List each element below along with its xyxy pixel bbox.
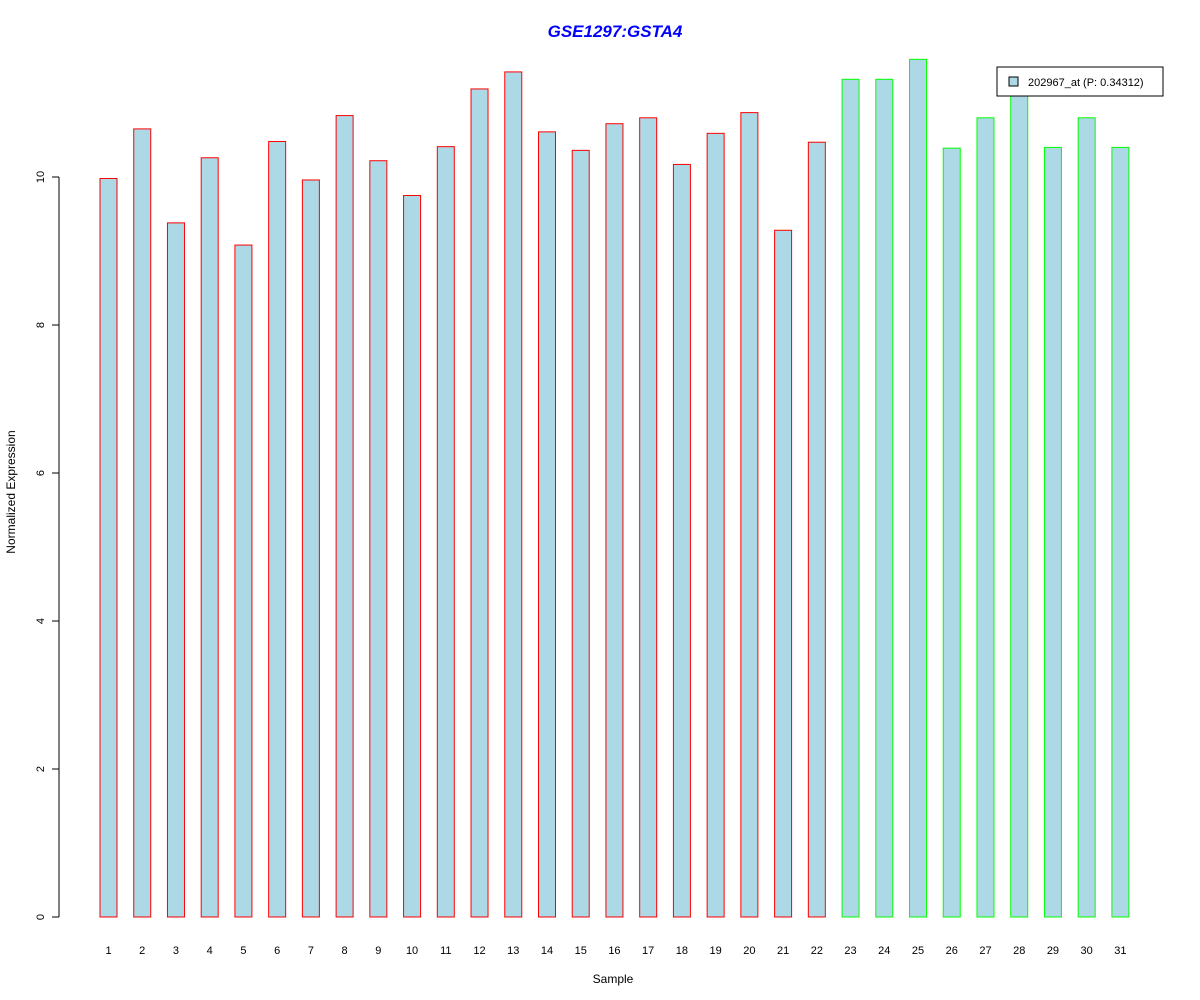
bar-sample-20 bbox=[740, 112, 759, 918]
x-tick-label: 22 bbox=[811, 945, 823, 957]
x-tick-label: 15 bbox=[575, 945, 587, 957]
bar-sample-19 bbox=[706, 132, 725, 918]
x-tick-label: 21 bbox=[777, 945, 789, 957]
legend: 202967_at (P: 0.34312) bbox=[996, 66, 1164, 97]
bar-sample-8 bbox=[335, 115, 354, 918]
bar-sample-9 bbox=[369, 160, 388, 918]
x-tick-label: 23 bbox=[844, 945, 856, 957]
x-tick-label: 24 bbox=[878, 945, 890, 957]
y-tick-label: 10 bbox=[35, 171, 47, 183]
x-tick-label: 4 bbox=[207, 945, 213, 957]
x-tick-label: 8 bbox=[342, 945, 348, 957]
x-tick-label: 29 bbox=[1047, 945, 1059, 957]
x-tick-label: 10 bbox=[406, 945, 418, 957]
x-tick-label: 27 bbox=[979, 945, 991, 957]
bar-sample-23 bbox=[841, 78, 860, 918]
bar-sample-3 bbox=[166, 222, 185, 918]
x-tick-label: 20 bbox=[743, 945, 755, 957]
bar-sample-31 bbox=[1111, 146, 1130, 918]
y-ticks: 0 2 4 6 8 10 bbox=[35, 171, 59, 920]
y-axis-label: Normalized Expression bbox=[4, 430, 18, 553]
x-tick-label: 3 bbox=[173, 945, 179, 957]
bar-sample-29 bbox=[1043, 146, 1062, 918]
x-axis-label: Sample bbox=[593, 972, 634, 986]
x-tick-label: 13 bbox=[507, 945, 519, 957]
x-tick-label: 9 bbox=[375, 945, 381, 957]
bar-sample-24 bbox=[875, 78, 894, 918]
x-tick-label: 6 bbox=[274, 945, 280, 957]
x-tick-label: 5 bbox=[240, 945, 246, 957]
bar-sample-12 bbox=[470, 88, 489, 918]
bar-sample-14 bbox=[537, 131, 556, 918]
bar-sample-10 bbox=[403, 195, 422, 918]
bar-sample-6 bbox=[268, 140, 287, 918]
bar-sample-21 bbox=[774, 229, 793, 918]
legend-label: 202967_at (P: 0.34312) bbox=[1028, 77, 1144, 89]
bar-sample-7 bbox=[301, 179, 320, 918]
bar-sample-5 bbox=[234, 244, 253, 918]
y-tick-label: 8 bbox=[35, 322, 47, 328]
legend-swatch bbox=[1008, 76, 1019, 87]
x-tick-label: 11 bbox=[440, 945, 451, 957]
bar-sample-1 bbox=[99, 177, 118, 918]
x-tick-label: 16 bbox=[608, 945, 620, 957]
bar-sample-2 bbox=[133, 128, 152, 918]
bar-sample-27 bbox=[976, 117, 995, 918]
bar-sample-25 bbox=[909, 58, 928, 918]
x-tick-label: 14 bbox=[541, 945, 553, 957]
x-tick-label: 25 bbox=[912, 945, 924, 957]
y-tick-label: 4 bbox=[35, 618, 47, 624]
bar-sample-30 bbox=[1077, 117, 1096, 918]
x-tick-label: 26 bbox=[946, 945, 958, 957]
bar-sample-18 bbox=[672, 163, 691, 918]
x-tick-label: 28 bbox=[1013, 945, 1025, 957]
x-tick-label: 12 bbox=[473, 945, 485, 957]
legend-box bbox=[996, 66, 1164, 97]
x-ticks: 1 2 3 4 5 6 7 8 9 10 11 12 13 14 15 16 17 18 19 20 21 22 23 24 2… bbox=[105, 945, 1126, 957]
y-tick-label: 0 bbox=[35, 914, 47, 920]
x-tick-label: 18 bbox=[676, 945, 688, 957]
x-tick-label: 31 bbox=[1114, 945, 1126, 957]
bar-sample-28 bbox=[1010, 94, 1029, 918]
x-tick-label: 2 bbox=[139, 945, 145, 957]
bars bbox=[99, 58, 1130, 918]
bar-sample-15 bbox=[571, 149, 590, 918]
x-tick-label: 19 bbox=[710, 945, 722, 957]
y-tick-label: 2 bbox=[35, 766, 47, 772]
y-tick-label: 6 bbox=[35, 470, 47, 476]
x-tick-label: 7 bbox=[308, 945, 314, 957]
bar-sample-4 bbox=[200, 157, 219, 918]
bar-sample-26 bbox=[942, 147, 961, 918]
bar-sample-13 bbox=[504, 71, 523, 918]
x-tick-label: 17 bbox=[642, 945, 654, 957]
x-tick-label: 1 bbox=[105, 945, 111, 957]
bar-sample-22 bbox=[807, 141, 826, 918]
bar-sample-11 bbox=[436, 146, 455, 918]
x-tick-label: 30 bbox=[1081, 945, 1093, 957]
chart-title: GSE1297:GSTA4 bbox=[548, 22, 683, 41]
bar-sample-17 bbox=[639, 117, 658, 918]
bar-sample-16 bbox=[605, 123, 624, 918]
